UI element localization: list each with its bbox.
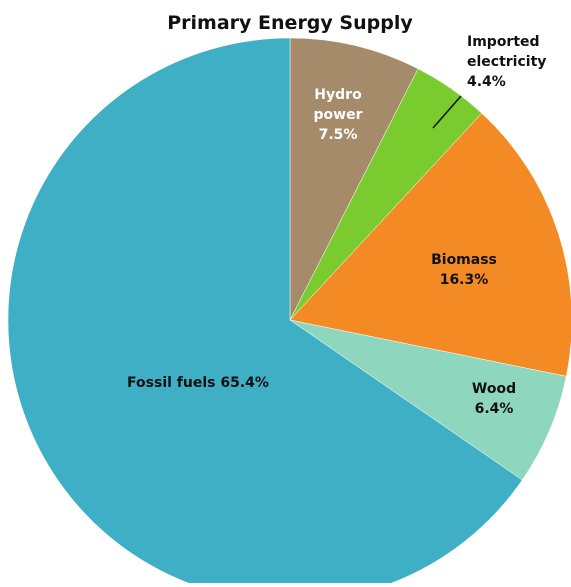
slice-label-line: Hydro <box>314 87 362 103</box>
slice-label-line: 4.4% <box>467 74 506 90</box>
leader-line-imported-electricity <box>432 95 462 129</box>
slice-label-line: Imported <box>467 34 540 50</box>
slice-label-line: Wood <box>472 381 516 397</box>
slice-label-line: 7.5% <box>319 127 358 143</box>
pie-slice-wood <box>289 319 567 481</box>
slice-label-line: electricity <box>467 54 546 70</box>
slice-label-fossil-fuels: Fossil fuels 65.4% <box>127 375 269 391</box>
slice-labels: Hydro power 7.5% Imported electricity 4.4% Bio… <box>127 34 546 417</box>
slice-label-imported-electricity: Imported electricity 4.4% <box>467 34 546 90</box>
slice-label-line: Biomass <box>431 252 497 268</box>
slice-label-line: 6.4% <box>475 401 514 417</box>
slice-label-wood: Wood 6.4% <box>472 381 516 417</box>
slice-label-line: Fossil fuels 65.4% <box>127 375 269 391</box>
pie-slice-hydro-power <box>289 37 419 321</box>
slice-label-biomass: Biomass 16.3% <box>431 252 497 288</box>
chart-title: Primary Energy Supply <box>167 12 413 34</box>
leader-lines <box>432 95 462 129</box>
slice-label-hydro-power: Hydro power 7.5% <box>314 87 363 143</box>
slice-label-line: power <box>314 107 363 123</box>
slice-label-line: 16.3% <box>440 272 489 288</box>
pie-slices <box>7 37 571 587</box>
